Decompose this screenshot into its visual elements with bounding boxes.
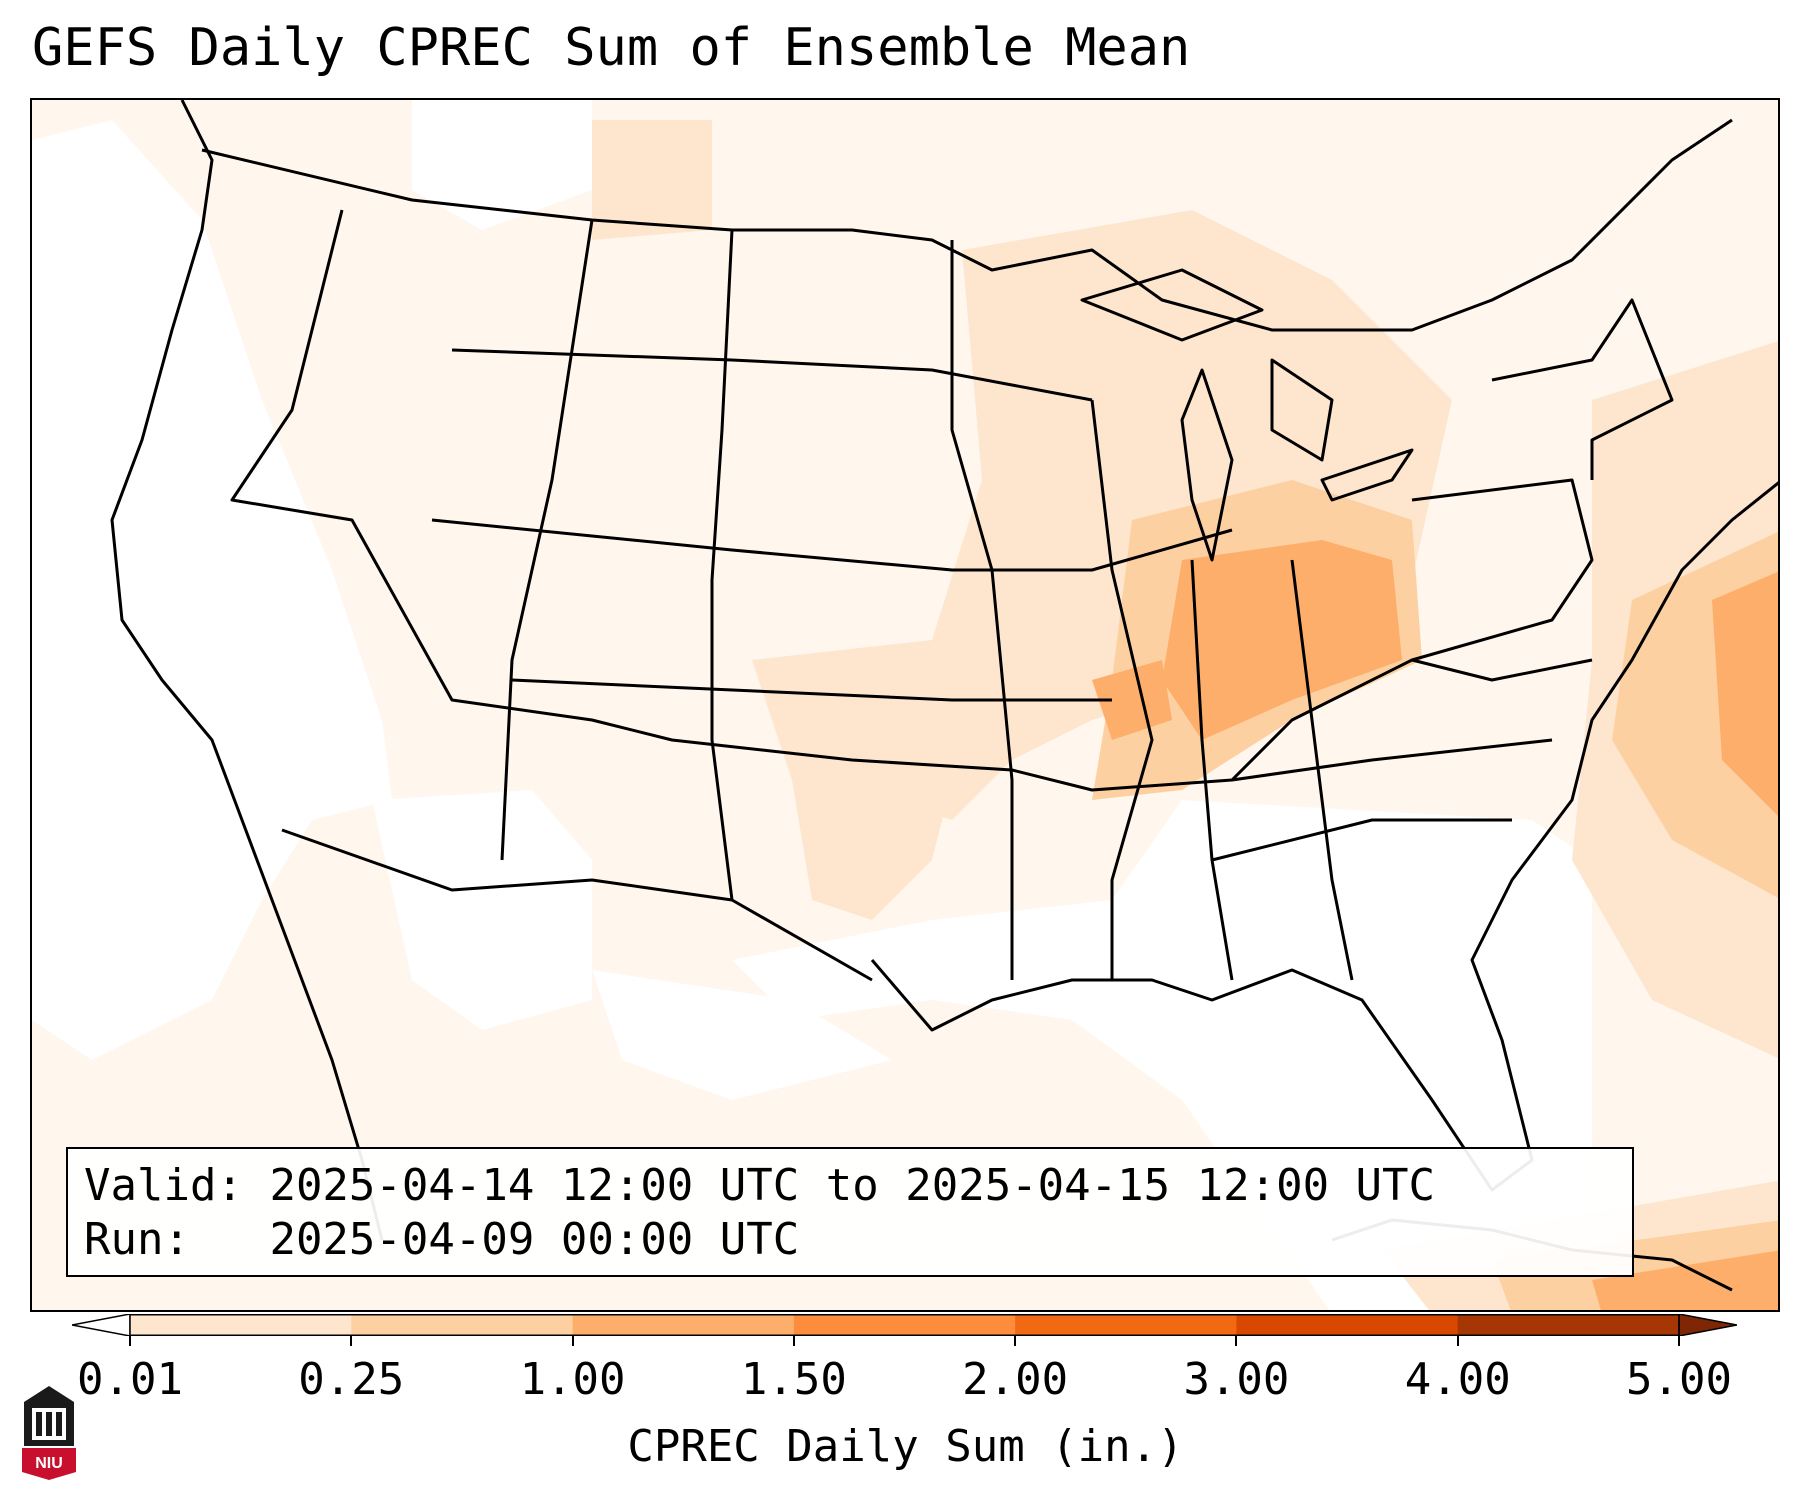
state-lines-4 (451, 348, 1093, 402)
colorbar-label: CPREC Daily Sum (in.) (627, 1421, 1184, 1472)
state-lines-14 (1491, 298, 1674, 480)
colorbar-tick-label: 3.00 (1183, 1354, 1290, 1405)
valid-label: Valid: (84, 1160, 243, 1211)
run-label: Run: (84, 1214, 190, 1265)
colorbar-tick-label: 4.00 (1404, 1354, 1511, 1405)
boundaries (110, 100, 1778, 1292)
heavy-area-atlantic-core (1712, 571, 1778, 816)
colorbar-tick-mark (1235, 1336, 1238, 1346)
colorbar-ticks: 0.01 0.25 1.00 1.50 2.00 3.00 4.00 5.00 (0, 1336, 1803, 1408)
state-lines-7 (950, 240, 1014, 980)
lake-michigan (1180, 368, 1234, 562)
colorbar-tick-mark (1456, 1336, 1459, 1346)
colorbar-segment (793, 1314, 1016, 1336)
map-panel (30, 98, 1780, 1312)
state-lines-2 (500, 219, 594, 861)
coastline-west (110, 100, 384, 1241)
lake-superior (1080, 268, 1264, 342)
colorbar-segment (572, 1314, 795, 1336)
border-canada (201, 118, 1733, 332)
state-lines-8 (1090, 399, 1154, 980)
chart-title: GEFS Daily CPREC Sum of Ensemble Mean (32, 18, 1191, 78)
dry-area-north (412, 100, 592, 230)
lake-erie (1320, 448, 1414, 502)
colorbar-tick-mark (1014, 1336, 1017, 1346)
heavy-area-indiana-ohio (1162, 540, 1402, 740)
colorbar-tick-label: 5.00 (1626, 1354, 1732, 1405)
colorbar-segment (1457, 1314, 1680, 1336)
state-lines-11 (1411, 478, 1594, 662)
light-area-north-plains (592, 120, 712, 240)
state-lines-10 (1290, 559, 1354, 981)
heavy-area-caribbean-core (1592, 1250, 1778, 1310)
valid-value: 2025-04-14 12:00 UTC to 2025-04-15 12:00… (269, 1160, 1436, 1211)
run-value: 2025-04-09 00:00 UTC (269, 1214, 800, 1265)
niu-logo: NIU (22, 1386, 76, 1480)
state-lines-12 (1230, 658, 1593, 782)
colorbar-segment (1015, 1314, 1237, 1336)
svg-text:NIU: NIU (35, 1455, 63, 1472)
colorbar-over-arrow (1678, 1314, 1737, 1336)
state-lines-13 (1211, 818, 1512, 862)
colorbar-tick-mark (571, 1336, 574, 1346)
light-area-southern-plains (752, 640, 962, 920)
heavy-precip-areas (1092, 540, 1778, 1310)
state-lines-5 (431, 518, 1233, 572)
dry-area-west (32, 120, 392, 1060)
dry-area-texas (592, 970, 892, 1100)
colorbar (72, 1314, 1737, 1336)
border-mexico (281, 828, 873, 982)
colorbar-segment (351, 1314, 574, 1336)
colorbar-tick-label: 0.25 (298, 1354, 405, 1405)
state-lines-9 (1190, 559, 1234, 981)
precip-map (32, 100, 1778, 1310)
colorbar-tick-label: 1.50 (740, 1354, 847, 1405)
colorbar-segment (130, 1314, 352, 1336)
dry-area-southwest (372, 790, 592, 1030)
heavy-area-missouri (1092, 660, 1172, 740)
state-lines-3 (710, 229, 734, 901)
colorbar-tick-label: 0.01 (77, 1354, 183, 1405)
colorbar-segment (1236, 1314, 1459, 1336)
valid-run-box: Valid: 2025-04-14 12:00 UTC to 2025-04-1… (66, 1147, 1634, 1277)
colorbar-tick-mark (1678, 1336, 1680, 1346)
colorbar-tick-mark (350, 1336, 353, 1346)
state-lines-6 (511, 678, 1112, 702)
colorbar-under-arrow (72, 1314, 131, 1336)
colorbar-tick-label: 2.00 (962, 1354, 1069, 1405)
colorbar-tick-mark (792, 1336, 795, 1346)
colorbar-tick-mark (129, 1336, 131, 1346)
lake-huron (1270, 358, 1334, 462)
colorbar-outline (129, 1314, 1680, 1336)
colorbar-tick-label: 1.00 (519, 1354, 626, 1405)
